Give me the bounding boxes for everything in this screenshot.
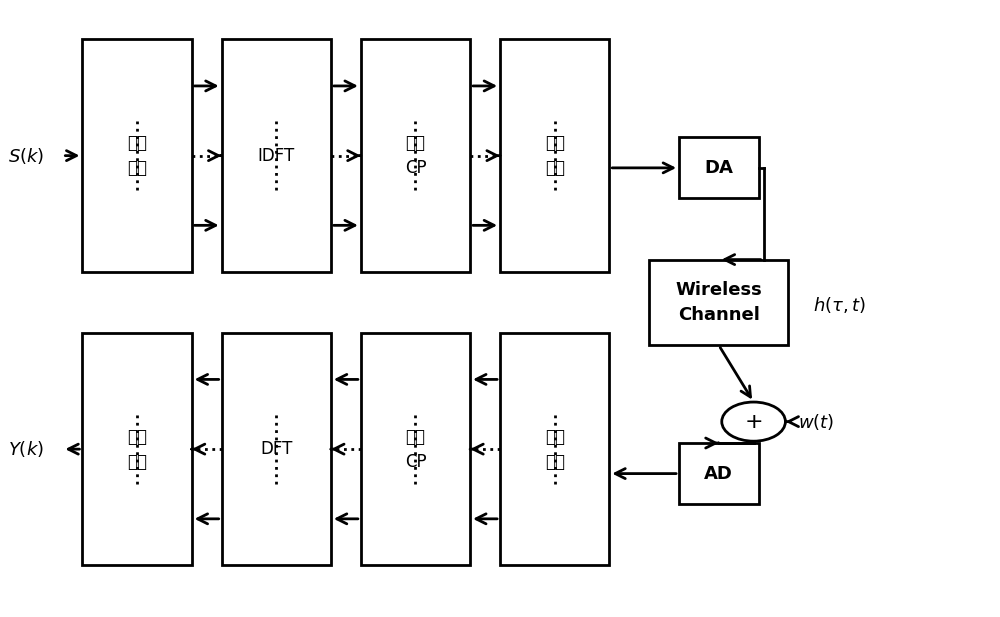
Text: IDFT: IDFT	[258, 147, 295, 165]
Text: DA: DA	[704, 159, 733, 177]
Text: $w(t)$: $w(t)$	[798, 412, 835, 432]
Bar	[679, 138, 759, 199]
Text: DFT: DFT	[260, 440, 292, 458]
Text: AD: AD	[704, 465, 733, 482]
Circle shape	[722, 402, 785, 441]
Bar	[500, 333, 609, 565]
Text: 串并
转换: 串并 转换	[127, 134, 147, 177]
Text: 去除
CP: 去除 CP	[405, 428, 426, 471]
Text: $h(\tau,t)$: $h(\tau,t)$	[813, 296, 866, 315]
Text: 并串
转换: 并串 转换	[545, 134, 565, 177]
Bar	[82, 333, 192, 565]
Text: Wireless
Channel: Wireless Channel	[675, 281, 762, 324]
Bar	[222, 333, 331, 565]
Text: 并串
转换: 并串 转换	[127, 428, 147, 471]
Text: +: +	[744, 412, 763, 432]
Bar	[500, 39, 609, 272]
Text: 串并
转换: 串并 转换	[545, 428, 565, 471]
Bar	[361, 333, 470, 565]
Bar	[679, 443, 759, 504]
Text: $S(k)$: $S(k)$	[8, 146, 44, 165]
Text: $Y(k)$: $Y(k)$	[8, 439, 44, 459]
Text: 添加
CP: 添加 CP	[405, 134, 426, 177]
Bar	[222, 39, 331, 272]
Bar	[82, 39, 192, 272]
Bar	[649, 260, 788, 345]
Bar	[361, 39, 470, 272]
